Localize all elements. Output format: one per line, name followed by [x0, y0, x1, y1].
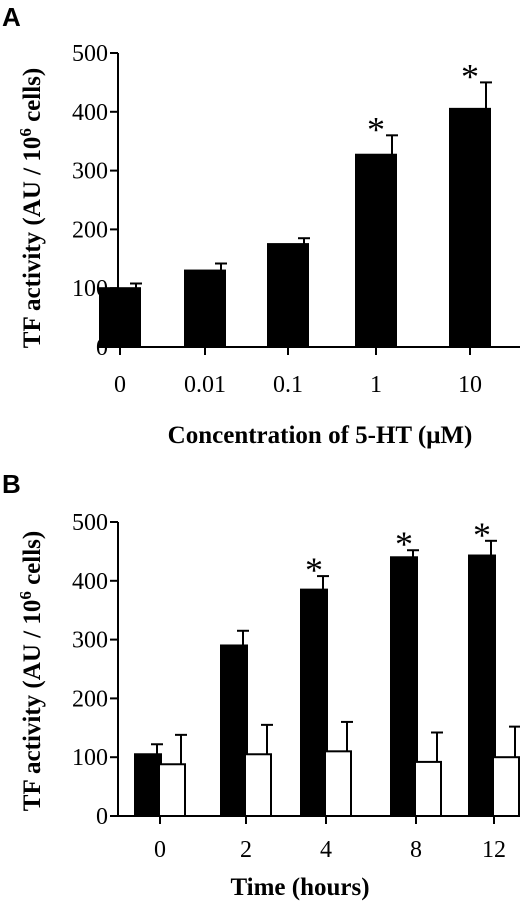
panel-b-y-axis-title: TF activity (AU / 106 cells) — [16, 531, 46, 811]
panel-a-x-tick-label: 0 — [114, 372, 126, 398]
panel-a: A TF activity (AU / 106 cells) Concentra… — [2, 2, 520, 449]
panel-b: B TF activity (AU / 106 cells) Time (hou… — [2, 469, 520, 901]
panel-a-x-tick-label: 0.01 — [184, 372, 226, 398]
panel-b-y-tick-label: 0 — [96, 804, 108, 830]
panel-b-x-tick-label: 4 — [320, 837, 332, 863]
panel-b-y-tick-label: 400 — [72, 569, 108, 595]
panel-a-y-axis-title: TF activity (AU / 106 cells) — [16, 68, 46, 348]
panel-b-x-tick-label: 8 — [410, 837, 422, 863]
panel-b-bar — [158, 763, 186, 817]
panel-b-bar — [468, 554, 496, 817]
panel-a-y-tick-label: 500 — [72, 41, 108, 67]
panel-b-y-tick-label: 100 — [72, 745, 108, 771]
panel-a-x-tick-label: 1 — [370, 372, 382, 398]
panel-a-bar — [99, 287, 141, 349]
panel-b-bar — [220, 644, 248, 817]
panel-b-x-tick-label: 0 — [154, 837, 166, 863]
panel-a-x-tick-label: 10 — [458, 372, 482, 398]
panel-a-y-tick-label: 200 — [72, 217, 108, 243]
panel-b-x-tick-label: 12 — [482, 837, 506, 863]
panel-a-bar — [449, 107, 491, 348]
panel-a-significance-star: * — [461, 56, 479, 96]
panel-b-bar — [244, 753, 272, 818]
panel-b-label: B — [2, 469, 21, 499]
panel-b-x-axis-title: Time (hours) — [230, 874, 369, 901]
panel-a-bar — [184, 269, 226, 348]
panel-b-bar — [324, 750, 352, 818]
panel-a-y-tick-label: 300 — [72, 159, 108, 185]
panel-a-x-tick-label: 0.1 — [273, 372, 303, 398]
panel-b-bar — [390, 556, 418, 818]
panel-b-bar — [300, 588, 328, 817]
panel-a-bar — [267, 243, 309, 349]
panel-a-x-axis-title: Concentration of 5-HT (μM) — [168, 422, 473, 449]
panel-b-significance-star: * — [395, 524, 413, 564]
panel-b-y-tick-label: 300 — [72, 628, 108, 654]
panel-b-y-tick-label: 500 — [72, 510, 108, 536]
panel-b-bar — [492, 756, 520, 818]
panel-b-bar — [134, 753, 162, 818]
panel-b-x-tick-label: 2 — [240, 837, 252, 863]
panel-b-y-tick-label: 200 — [72, 686, 108, 712]
panel-a-bar — [355, 153, 397, 348]
panel-a-y-tick-label: 400 — [72, 100, 108, 126]
panel-b-significance-star: * — [473, 515, 491, 555]
panel-a-significance-star: * — [367, 109, 385, 149]
panel-a-label: A — [2, 2, 21, 32]
panel-b-significance-star: * — [305, 550, 323, 590]
panel-b-bar — [414, 760, 442, 817]
